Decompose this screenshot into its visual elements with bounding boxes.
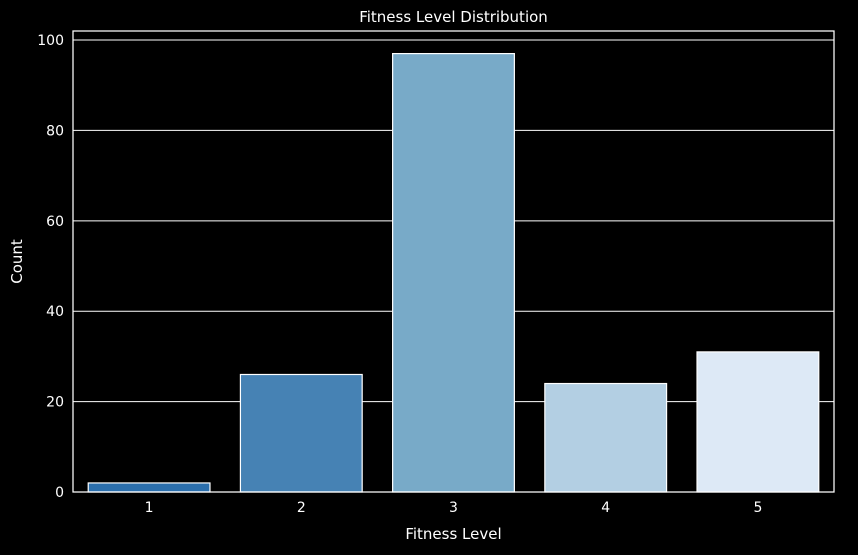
bar-level-1 xyxy=(87,482,211,493)
x-tick-label: 2 xyxy=(297,500,306,516)
y-tick-label: 20 xyxy=(46,395,64,411)
bar-level-5 xyxy=(696,351,820,493)
y-tick-label: 0 xyxy=(55,485,64,501)
x-tick-label: 4 xyxy=(601,500,610,516)
x-tick-labels: 1 2 3 4 5 xyxy=(145,500,763,516)
x-tick-label: 3 xyxy=(449,500,458,516)
bar-level-4 xyxy=(544,382,668,493)
y-tick-label: 60 xyxy=(46,214,64,230)
x-axis-label: Fitness Level xyxy=(405,525,501,543)
x-tick-label: 1 xyxy=(145,500,154,516)
bar-level-3 xyxy=(392,52,515,493)
y-tick-label: 40 xyxy=(46,304,64,320)
y-tick-labels: 0 20 40 60 80 100 xyxy=(37,33,64,501)
bar-level-2 xyxy=(239,373,363,493)
y-axis-label: Count xyxy=(8,239,26,284)
y-tick-label: 80 xyxy=(46,123,64,139)
y-tick-label: 100 xyxy=(37,33,64,49)
plot-frame xyxy=(72,30,835,493)
bars xyxy=(87,52,820,493)
x-tick-label: 5 xyxy=(753,500,762,516)
chart-title: Fitness Level Distribution xyxy=(359,8,548,26)
